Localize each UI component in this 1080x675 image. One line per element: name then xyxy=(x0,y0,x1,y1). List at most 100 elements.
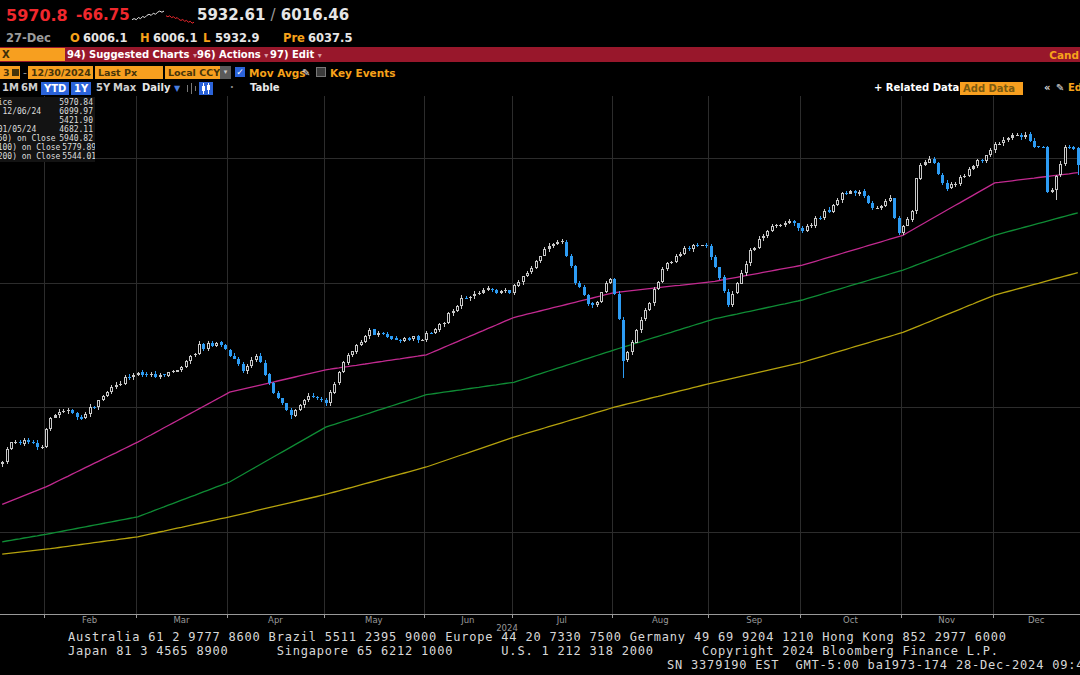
chart-toolbar: 3 - 12/30/2024 Last Px Local CCY ▾ ✓ Mov… xyxy=(0,64,1080,81)
candle-body-down xyxy=(290,410,293,415)
candle-body-down xyxy=(316,397,319,399)
edit-button[interactable]: Ed xyxy=(1068,82,1080,93)
mov-avgs-label[interactable]: Mov Avgs xyxy=(249,67,306,79)
legend-row: SMAVG (200) on Close5544.01 xyxy=(0,152,95,161)
candle-body-up-hollow xyxy=(693,246,694,248)
menu-actions[interactable]: 96) Actions ▾ xyxy=(197,49,268,60)
candle-body-down xyxy=(801,228,804,231)
tab-6m[interactable]: 6M xyxy=(21,82,38,93)
candle-body-up-hollow xyxy=(667,264,668,268)
candle-body-up-hollow xyxy=(300,406,301,409)
chart-legend: Last Price5970.84 High on 12/06/246099.9… xyxy=(0,97,95,162)
candle-body-up xyxy=(998,144,1001,145)
currency-dropdown-button[interactable]: ▾ xyxy=(220,66,231,79)
candle-body-up xyxy=(176,370,179,371)
candle-body-down xyxy=(1072,147,1075,148)
chevron-down-icon[interactable]: ▼ xyxy=(174,84,180,93)
candle-body-up xyxy=(880,206,883,208)
related-data-button[interactable]: + Related Data ▾ xyxy=(874,82,967,93)
candle-body-up-hollow xyxy=(833,206,834,210)
quote-header-row: 5970.8 -66.75 5932.61 / 6016.46 xyxy=(0,6,1080,28)
chart-type-label[interactable]: Cand xyxy=(1049,49,1079,61)
candle-body-up-hollow xyxy=(903,227,904,232)
table-button[interactable]: Table xyxy=(250,82,280,93)
month-label: Mar xyxy=(173,615,190,625)
pencil-icon[interactable]: ✎ xyxy=(302,67,310,78)
candle-body-up-hollow xyxy=(1060,165,1061,175)
candle-body-down xyxy=(382,333,385,334)
tab-max[interactable]: Max xyxy=(113,82,136,93)
candle-body-up xyxy=(779,225,782,226)
mov-avgs-checkbox[interactable]: ✓ xyxy=(235,67,245,77)
start-date-input[interactable]: 3 xyxy=(0,66,20,79)
add-data-input[interactable]: Add Data xyxy=(960,82,1023,95)
pencil-icon[interactable]: ✎ xyxy=(1056,82,1064,93)
candle-body-up-hollow xyxy=(514,286,515,291)
candle-body-up xyxy=(775,225,778,226)
candle-body-up xyxy=(784,223,787,225)
price-chart[interactable]: FebMarAprMayJunJulAugSepOctNovDec2024 xyxy=(0,96,1080,641)
candle-body-down xyxy=(154,374,157,377)
candle-body-down xyxy=(145,374,148,375)
candle-body-down xyxy=(622,320,625,361)
candle-body-down xyxy=(613,279,616,294)
line-chart-type-icon[interactable] xyxy=(186,83,197,94)
menu-edit[interactable]: 97) Edit ▾ xyxy=(270,49,322,60)
candle-body-up-hollow xyxy=(732,295,733,305)
currency-select[interactable]: Local CCY xyxy=(165,66,220,79)
candle-body-up-hollow xyxy=(632,343,633,351)
candle-body-up xyxy=(172,371,175,372)
security-input[interactable]: X xyxy=(0,48,65,61)
end-date-input[interactable]: 12/30/2024 xyxy=(28,66,93,79)
menu-suggested-charts[interactable]: 94) Suggested Charts ▾ xyxy=(67,49,197,60)
tab-1m[interactable]: 1M xyxy=(2,82,19,93)
candle-body-down xyxy=(705,245,708,246)
candle-body-down xyxy=(465,298,468,299)
candle-body-up-hollow xyxy=(1065,148,1066,163)
candle-body-down xyxy=(828,210,831,212)
candle-body-up xyxy=(548,246,551,249)
candle-body-up-hollow xyxy=(916,179,917,209)
candle-body-down xyxy=(80,417,83,419)
candle-body-down xyxy=(325,400,328,404)
tab-5y[interactable]: 5Y xyxy=(96,82,110,93)
quote-date: 27-Dec xyxy=(6,31,51,45)
candle-body-down xyxy=(723,277,726,291)
candle-body-up-hollow xyxy=(610,280,611,282)
candle-body-up-hollow xyxy=(251,361,252,365)
tab-1y[interactable]: 1Y xyxy=(71,82,91,95)
candle-body-up xyxy=(858,192,861,194)
candle-body-up-hollow xyxy=(107,393,108,395)
smavg-200-on-close-line xyxy=(2,273,1078,555)
candle-body-down xyxy=(570,256,573,266)
candle-body-up-hollow xyxy=(369,331,370,336)
candle-body-up xyxy=(137,373,140,376)
candle-body-up-hollow xyxy=(746,265,747,273)
candle-body-up xyxy=(788,221,791,223)
candle-body-down xyxy=(93,407,96,408)
candle-body-up xyxy=(924,162,927,165)
candle-chart-type-icon[interactable] xyxy=(199,82,213,95)
tab-ytd[interactable]: YTD xyxy=(41,82,69,95)
candle-body-down xyxy=(27,440,30,442)
collapse-icon[interactable]: « xyxy=(1044,82,1050,93)
candle-body-down xyxy=(819,218,822,219)
sparkline-red-icon xyxy=(166,13,194,25)
price-field-select[interactable]: Last Px xyxy=(95,66,163,79)
candle-body-down xyxy=(898,218,901,233)
candle-body-up xyxy=(954,184,957,185)
candle-body-down xyxy=(373,329,376,334)
candle-body-up-hollow xyxy=(356,346,357,350)
candle-body-up xyxy=(194,354,197,355)
key-events-checkbox[interactable] xyxy=(316,67,326,77)
candle-body-up xyxy=(679,254,682,256)
candle-body-up-hollow xyxy=(995,145,996,149)
candle-body-down xyxy=(285,403,288,409)
candle-body-up-hollow xyxy=(365,337,366,341)
candle-body-down xyxy=(312,396,315,397)
key-events-label[interactable]: Key Events xyxy=(330,67,395,79)
candle-body-up-hollow xyxy=(50,419,51,428)
candle-body-down xyxy=(71,410,74,413)
candle-body-up-hollow xyxy=(168,373,169,375)
frequency-select[interactable]: Daily xyxy=(142,82,170,93)
